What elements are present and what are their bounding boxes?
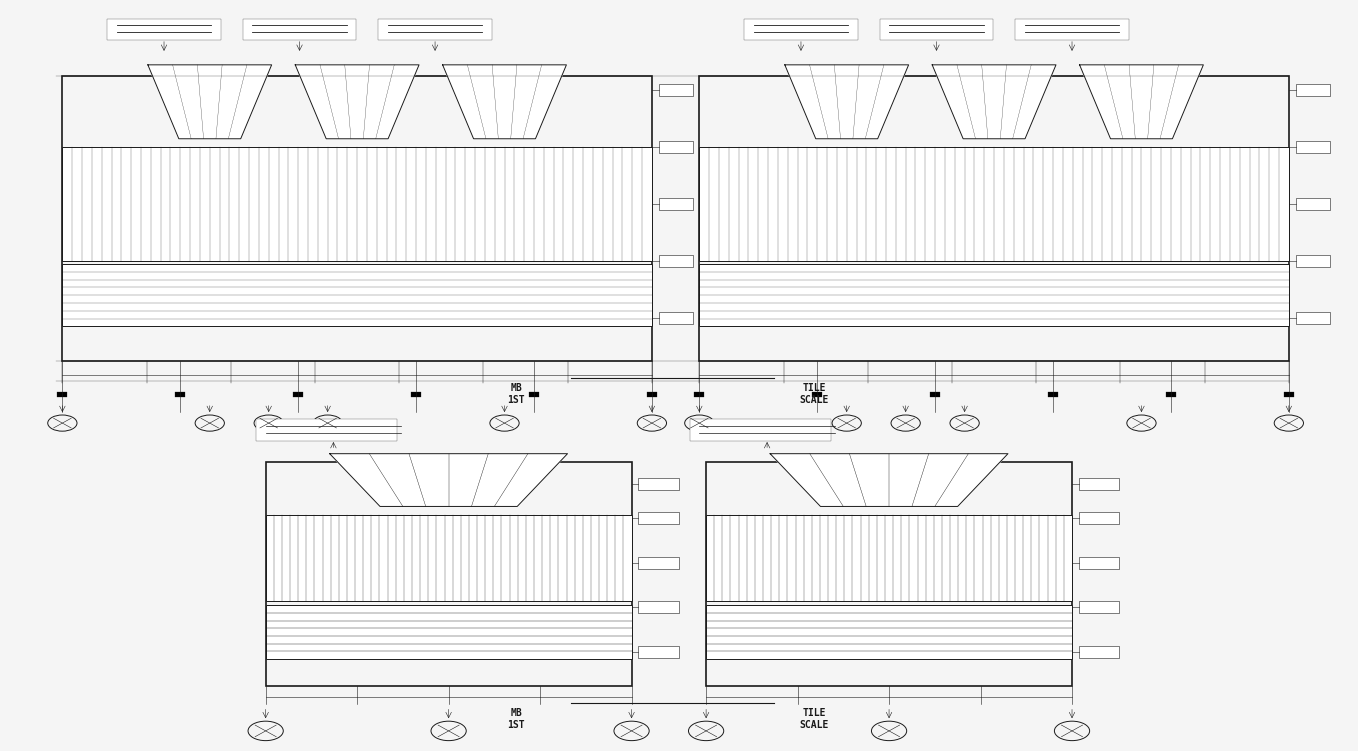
Bar	[530, 392, 539, 397]
Bar	[411, 392, 421, 397]
Polygon shape	[295, 65, 420, 139]
FancyBboxPatch shape	[107, 19, 221, 41]
Bar	[638, 602, 679, 614]
Polygon shape	[1080, 65, 1203, 139]
Bar	[706, 462, 1071, 686]
FancyBboxPatch shape	[378, 19, 492, 41]
Polygon shape	[770, 454, 1008, 506]
FancyBboxPatch shape	[744, 19, 858, 41]
Text: MB
1ST: MB 1ST	[508, 708, 526, 730]
Polygon shape	[932, 65, 1057, 139]
Bar	[1078, 556, 1119, 569]
Bar	[638, 478, 679, 490]
Polygon shape	[330, 454, 568, 506]
Bar	[812, 392, 822, 397]
FancyBboxPatch shape	[257, 419, 397, 441]
Bar	[62, 76, 652, 360]
Bar	[1296, 255, 1329, 267]
Bar	[694, 392, 705, 397]
Bar	[646, 392, 657, 397]
Bar	[659, 255, 693, 267]
Polygon shape	[443, 65, 566, 139]
Text: MB
1ST: MB 1ST	[508, 383, 526, 405]
Bar	[1296, 84, 1329, 96]
Text: TILE
SCALE: TILE SCALE	[800, 708, 830, 730]
Bar	[638, 511, 679, 523]
Bar	[1296, 312, 1329, 324]
Bar	[1283, 392, 1294, 397]
Bar	[62, 147, 652, 261]
FancyBboxPatch shape	[690, 419, 831, 441]
Bar	[706, 605, 1071, 659]
Bar	[175, 392, 185, 397]
Text: TILE
SCALE: TILE SCALE	[800, 383, 830, 405]
Polygon shape	[785, 65, 909, 139]
Bar	[930, 392, 940, 397]
Bar	[699, 147, 1289, 261]
FancyBboxPatch shape	[1014, 19, 1128, 41]
Bar	[699, 76, 1289, 360]
Bar	[266, 605, 631, 659]
Bar	[638, 647, 679, 659]
Bar	[1296, 141, 1329, 153]
Bar	[266, 515, 631, 601]
Bar	[659, 198, 693, 210]
Bar	[57, 392, 68, 397]
Bar	[1078, 511, 1119, 523]
Bar	[293, 392, 303, 397]
Bar	[1078, 602, 1119, 614]
Bar	[1296, 198, 1329, 210]
FancyBboxPatch shape	[243, 19, 356, 41]
Bar	[1167, 392, 1176, 397]
Bar	[699, 264, 1289, 327]
Bar	[1078, 647, 1119, 659]
Polygon shape	[148, 65, 272, 139]
Bar	[659, 141, 693, 153]
Bar	[1078, 478, 1119, 490]
Bar	[659, 312, 693, 324]
Bar	[266, 462, 631, 686]
Bar	[659, 84, 693, 96]
Bar	[706, 515, 1071, 601]
Bar	[638, 556, 679, 569]
FancyBboxPatch shape	[880, 19, 994, 41]
Bar	[1048, 392, 1058, 397]
Bar	[62, 264, 652, 327]
